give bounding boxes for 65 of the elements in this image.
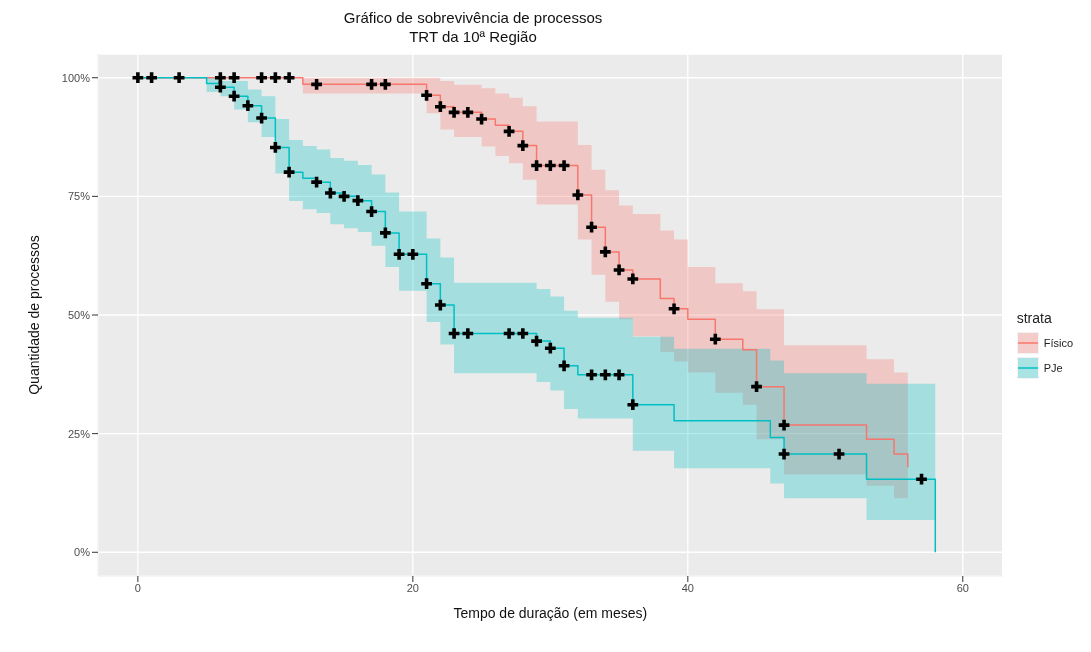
point (586, 369, 597, 381)
point (242, 100, 254, 112)
point (448, 328, 460, 339)
y-axis-title: Quantidade de processos (25, 235, 42, 395)
legend-title: strata (1016, 310, 1053, 326)
point (778, 448, 790, 460)
point (544, 342, 556, 354)
x-axis-title: Tempo de duração (em meses) (453, 605, 648, 621)
point (531, 335, 542, 347)
y-tick-label: 0% (74, 546, 91, 559)
y-tick-label: 75% (67, 190, 91, 203)
point (256, 72, 267, 84)
point (146, 72, 157, 84)
y-tick-label: 100% (61, 71, 91, 84)
point (421, 89, 432, 101)
point (228, 90, 240, 102)
point (338, 191, 350, 202)
point (215, 72, 226, 84)
point (613, 369, 625, 381)
point (434, 299, 446, 311)
point (572, 189, 584, 201)
point (462, 328, 474, 339)
point (503, 125, 515, 137)
point (517, 328, 529, 339)
point (833, 448, 845, 460)
point (215, 81, 226, 93)
point (778, 419, 790, 431)
legend-label: Físico (1043, 337, 1073, 349)
point (283, 166, 295, 178)
chart-title: Gráfico de sobrevivência de processos TRT da 10ª Região (342, 8, 604, 46)
point (517, 140, 529, 151)
point (352, 195, 364, 206)
point (599, 246, 611, 258)
point (627, 399, 639, 411)
point (379, 227, 391, 239)
x-tick-label: 20 (406, 581, 419, 594)
legend-label: PJe (1043, 362, 1063, 374)
point (324, 187, 336, 199)
point (393, 248, 405, 260)
point (558, 360, 570, 372)
point (709, 333, 721, 345)
point (613, 264, 625, 276)
point (916, 473, 927, 485)
point (256, 112, 267, 124)
point (173, 72, 185, 84)
point (448, 107, 460, 118)
point (228, 72, 240, 84)
point (668, 303, 680, 315)
point (311, 176, 322, 188)
x-tick-label: 0 (134, 581, 141, 594)
y-tick-label: 50% (67, 308, 91, 321)
point (462, 107, 474, 118)
point (627, 273, 639, 285)
x-tick-label: 40 (681, 581, 694, 594)
point (599, 369, 611, 381)
point (503, 328, 515, 339)
point (558, 160, 570, 171)
point (476, 113, 487, 125)
point (586, 221, 597, 233)
y-tick-label: 25% (67, 427, 91, 440)
point (269, 72, 281, 84)
point (407, 248, 419, 260)
point (132, 72, 144, 84)
x-tick-label: 60 (956, 581, 969, 594)
point (283, 72, 295, 84)
